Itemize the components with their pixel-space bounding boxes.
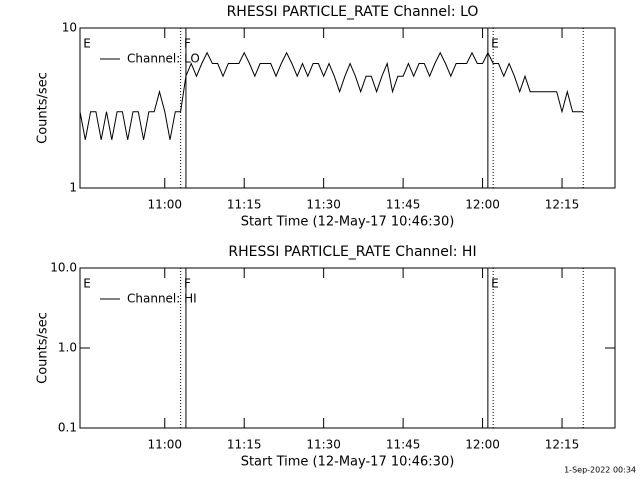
x-tick-label: 11:45 [386,438,421,452]
data-line [79,51,584,140]
y-axis-label: Counts/sec [36,312,51,384]
x-tick-label: 12:00 [465,438,500,452]
y-axis-label: Counts/sec [36,72,51,144]
x-tick-label: 12:00 [465,198,500,212]
x-tick-label: 11:15 [227,198,262,212]
x-tick-label: 11:30 [306,438,341,452]
flag-annotation: F [184,37,191,51]
chart-title: RHESSI PARTICLE_RATE Channel: LO [227,4,479,20]
plot-frame [79,27,616,189]
y-tick-label: 1.0 [58,341,77,355]
x-axis-label: Start Time (12-May-17 10:46:30) [241,215,455,230]
x-tick-label: 12:15 [545,438,580,452]
flag-annotation: E [83,277,91,291]
legend-label: Channel: HI [127,292,197,306]
footer: 1-Sep-2022 00:34 [564,466,636,475]
flag-annotation: E [491,37,499,51]
x-tick-label: 11:15 [227,438,262,452]
x-axis-label: Start Time (12-May-17 10:46:30) [241,455,455,470]
y-tick-label: 1 [69,181,77,195]
y-tick-label: 0.1 [58,421,77,435]
x-tick-label: 11:00 [147,438,182,452]
y-tick-label: 10.0 [50,261,77,275]
x-tick-label: 11:45 [386,198,421,212]
x-tick-label: 12:15 [545,198,580,212]
flag-annotation: E [491,277,499,291]
x-tick-label: 11:30 [306,198,341,212]
chart-title: RHESSI PARTICLE_RATE Channel: HI [228,244,476,260]
flag-annotation: E [83,37,91,51]
x-tick-label: 11:00 [147,198,182,212]
legend-label: Channel: LO [127,52,200,66]
flag-annotation: F [184,277,191,291]
y-tick-label: 10 [62,21,77,35]
